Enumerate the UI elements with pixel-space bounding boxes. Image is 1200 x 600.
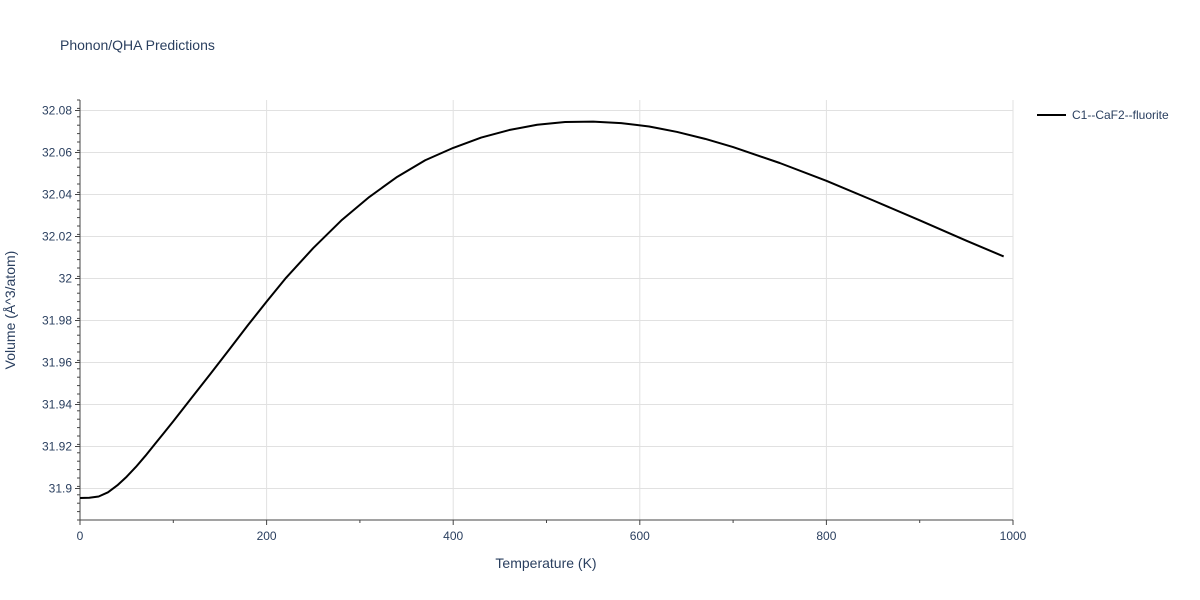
y-tick-label: 32.02 — [42, 230, 72, 244]
legend-label[interactable]: C1--CaF2--fluorite — [1072, 108, 1169, 122]
y-axis-title: Volume (Å^3/atom) — [2, 251, 18, 370]
x-tick-label: 0 — [77, 529, 84, 543]
x-tick-label: 600 — [630, 529, 650, 543]
y-tick-label: 31.94 — [42, 398, 72, 412]
x-tick-label: 800 — [816, 529, 836, 543]
y-tick-label: 32.06 — [42, 146, 72, 160]
y-tick-label: 32 — [59, 272, 73, 286]
axes-layer: 0 200 400 600 800 1000 31.9 31.92 31.94 31.96 31.9… — [42, 99, 1027, 543]
y-tick-label: 32.08 — [42, 104, 72, 118]
x-tick-label: 200 — [257, 529, 277, 543]
legend[interactable]: C1--CaF2--fluorite — [1037, 108, 1169, 122]
x-tick-label: 400 — [443, 529, 463, 543]
y-tick-label: 31.9 — [49, 482, 73, 496]
series-line — [79, 120, 1005, 499]
y-tick-label: 31.92 — [42, 440, 72, 454]
data-layer — [79, 120, 1005, 499]
y-tick-label: 32.04 — [42, 188, 72, 202]
y-tick-label: 31.98 — [42, 314, 72, 328]
chart-title: Phonon/QHA Predictions — [60, 37, 215, 53]
x-tick-label: 1000 — [1000, 529, 1027, 543]
grid-layer — [80, 100, 1014, 520]
y-tick-label: 31.96 — [42, 356, 72, 370]
x-axis-title: Temperature (K) — [495, 555, 596, 571]
